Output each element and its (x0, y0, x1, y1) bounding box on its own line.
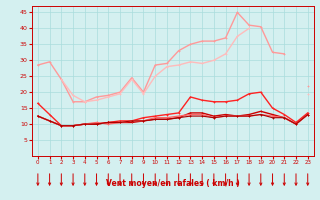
X-axis label: Vent moyen/en rafales ( km/h ): Vent moyen/en rafales ( km/h ) (106, 179, 240, 188)
